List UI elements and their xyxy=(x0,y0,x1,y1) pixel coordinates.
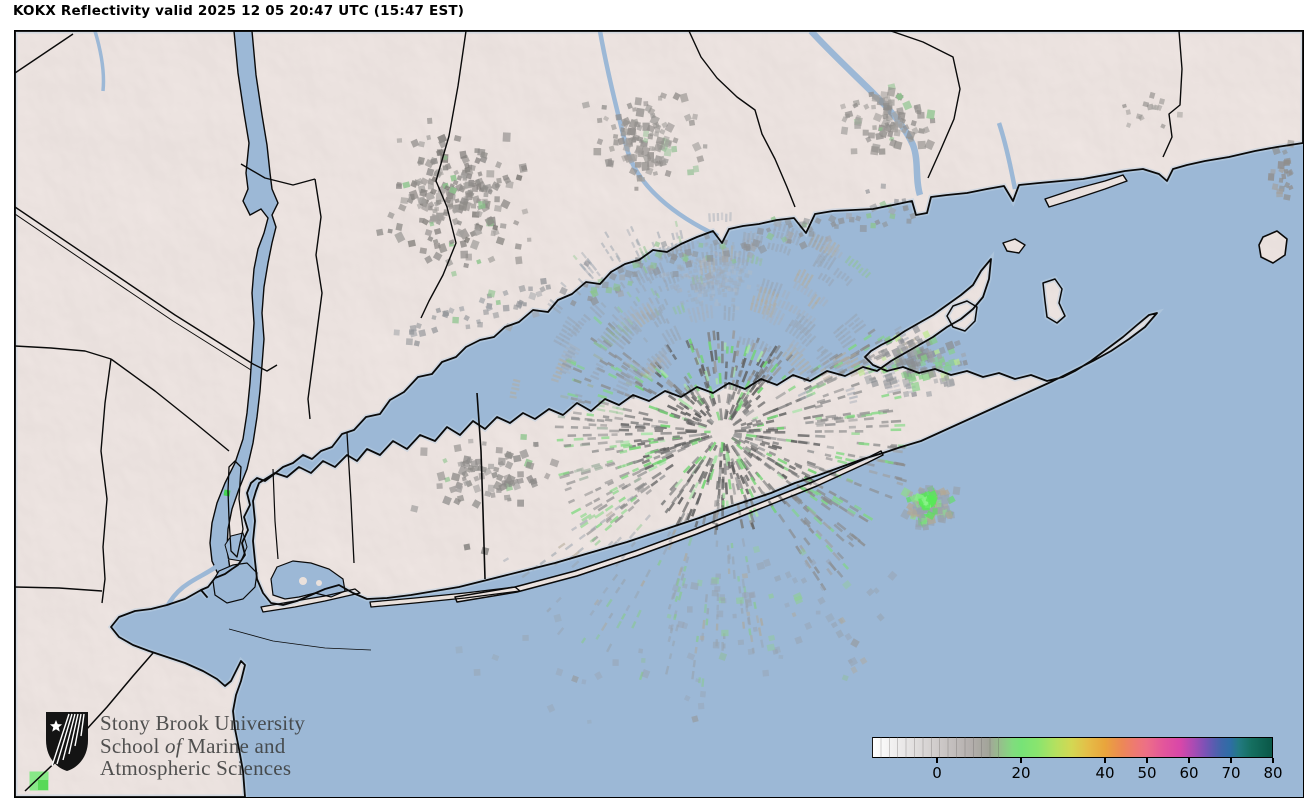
boundary-lines xyxy=(15,31,1183,792)
colorbar-tick-label: 80 xyxy=(1263,764,1283,782)
reflectivity-colorbar: 0 20 40 50 60 70 80 xyxy=(872,737,1283,789)
colorbar-tick xyxy=(936,758,938,763)
colorbar-step-lines xyxy=(872,737,1005,758)
radar-echoes xyxy=(29,83,1295,791)
page-title: KOKX Reflectivity valid 2025 12 05 20:47… xyxy=(13,3,465,19)
logo-line-3: Atmospheric Sciences xyxy=(100,756,292,780)
colorbar-tick-label: 40 xyxy=(1095,764,1115,782)
colorbar-tick-label: 50 xyxy=(1137,764,1157,782)
logo-line-1: Stony Brook University xyxy=(100,711,306,735)
minor-river xyxy=(93,31,106,92)
upper-bay xyxy=(212,562,258,604)
thames-river xyxy=(996,122,1018,190)
stony-brook-logo: Stony Brook University School of Marine … xyxy=(44,710,305,780)
colorbar-tick-label: 70 xyxy=(1221,764,1241,782)
colorbar-tick-label: 60 xyxy=(1179,764,1199,782)
map-canvas xyxy=(15,31,1303,797)
colorbar-tick xyxy=(1020,758,1022,763)
kills-channel xyxy=(155,556,229,635)
colorbar-tick xyxy=(1104,758,1106,763)
colorbar-tick xyxy=(1188,758,1190,763)
stony-brook-shield-icon xyxy=(46,712,88,771)
logo-line-2: School of Marine and xyxy=(100,733,286,758)
colorbar-tick xyxy=(1272,758,1274,763)
colorbar-tick xyxy=(1146,758,1148,763)
colorbar-tick xyxy=(1230,758,1232,763)
stony-brook-wordmark: Stony Brook University School of Marine … xyxy=(100,712,305,780)
colorbar-tick-label: 0 xyxy=(932,764,942,782)
colorbar-tick-label: 20 xyxy=(1011,764,1031,782)
radar-map: 0 20 40 50 60 70 80 Stony Brook University Sch… xyxy=(14,30,1304,798)
colorbar-gradient xyxy=(872,737,1273,758)
